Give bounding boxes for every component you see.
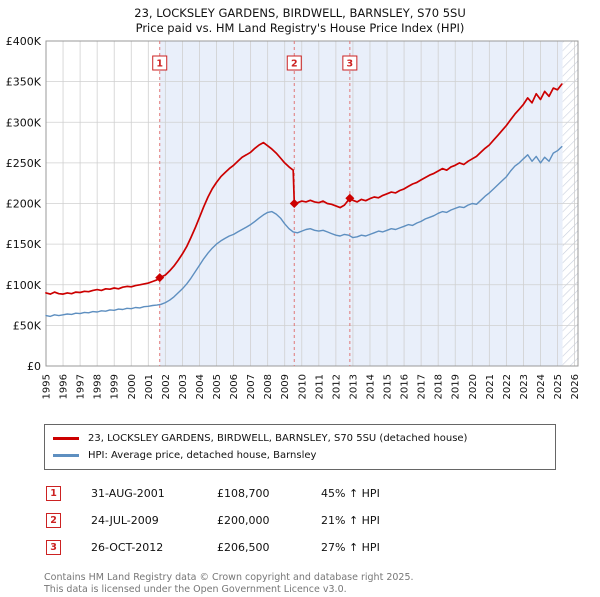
legend-label-property: 23, LOCKSLEY GARDENS, BIRDWELL, BARNSLEY… — [88, 433, 468, 444]
sale-price-3: £206,500 — [217, 541, 270, 554]
sale-date-2: 24-JUL-2009 — [91, 514, 159, 527]
x-tick-label: 1995 — [42, 374, 53, 399]
sale-number-badge-3: 3 — [46, 540, 61, 555]
sale-vs-hpi-3: 27% ↑ HPI — [321, 541, 380, 554]
sale-row-3: 3 26-OCT-2012 £206,500 27% ↑ HPI — [46, 534, 600, 561]
sale-flag-3 — [342, 55, 358, 71]
x-tick-label: 2022 — [502, 374, 513, 399]
sale-date-1: 31-AUG-2001 — [91, 487, 165, 500]
x-tick-label: 2005 — [212, 374, 223, 399]
sale-vs-hpi-2: 21% ↑ HPI — [321, 514, 380, 527]
x-tick-label: 2026 — [570, 374, 581, 399]
x-tick-label: 2015 — [383, 374, 394, 399]
plot-frame — [45, 40, 579, 367]
y-tick-label: £150K — [6, 238, 42, 251]
y-tick-label: £300K — [6, 116, 42, 129]
sale-row-1: 1 31-AUG-2001 £108,700 45% ↑ HPI — [46, 480, 600, 507]
x-tick-label: 2021 — [485, 374, 496, 399]
series-line-property — [45, 83, 563, 295]
y-tick-label: £50K — [13, 319, 42, 332]
sale-marker-2 — [289, 199, 299, 208]
sale-marker-3 — [345, 193, 355, 203]
x-tick-label: 2000 — [127, 374, 138, 399]
x-tick-label: 2019 — [451, 374, 462, 399]
x-tick-label: 1998 — [93, 374, 104, 399]
chart-header: 23, LOCKSLEY GARDENS, BIRDWELL, BARNSLEY… — [0, 0, 600, 36]
sale-vs-hpi-1: 45% ↑ HPI — [321, 487, 380, 500]
y-tick-label: £350K — [6, 76, 42, 89]
sale-marker-1 — [155, 273, 165, 283]
x-tick-label: 2023 — [519, 374, 530, 399]
sale-price-2: £200,000 — [217, 514, 270, 527]
sales-table: 1 31-AUG-2001 £108,700 45% ↑ HPI 2 24-JU… — [46, 480, 600, 561]
legend-row-hpi: HPI: Average price, detached house, Barn… — [53, 447, 547, 464]
x-tick-label: 2004 — [195, 374, 206, 399]
x-tick-label: 2006 — [229, 374, 240, 399]
sale-price-1: £108,700 — [217, 487, 270, 500]
x-tick-label: 2014 — [365, 374, 376, 399]
x-tick-label: 2011 — [314, 374, 325, 399]
sale-flag-label-2: 2 — [291, 59, 298, 70]
price-chart: 1 2 3 £0 £50K £100K £150K £200K £250K £300K £350K £… — [6, 36, 581, 399]
x-tick-label: 2007 — [246, 374, 257, 399]
y-tick-label: £100K — [6, 279, 42, 292]
footer-line1: Contains HM Land Registry data © Crown c… — [44, 572, 414, 583]
sale-flag-label-1: 1 — [156, 59, 163, 70]
legend-label-hpi: HPI: Average price, detached house, Barn… — [88, 450, 317, 461]
x-tick-label: 2017 — [417, 374, 428, 399]
sale-flag-1 — [152, 55, 168, 71]
chart-title-line2: Price paid vs. HM Land Registry's House … — [135, 21, 465, 35]
legend-swatch-property — [53, 437, 79, 440]
x-tick-label: 2025 — [553, 374, 564, 399]
y-tick-label: £200K — [6, 198, 42, 211]
x-tick-label: 1999 — [110, 374, 121, 399]
x-tick-label: 2001 — [144, 374, 155, 399]
x-tick-label: 2013 — [348, 374, 359, 399]
series-line-hpi — [45, 145, 563, 318]
x-tick-label: 2012 — [331, 374, 342, 399]
x-tick-label: 1996 — [59, 374, 70, 399]
y-tick-label: £400K — [6, 36, 42, 48]
y-tick-label: £250K — [6, 157, 42, 170]
chart-title-line1: 23, LOCKSLEY GARDENS, BIRDWELL, BARNSLEY… — [134, 6, 466, 20]
x-tick-label: 2016 — [400, 374, 411, 399]
legend: 23, LOCKSLEY GARDENS, BIRDWELL, BARNSLEY… — [44, 424, 556, 470]
x-tick-label: 2018 — [434, 374, 445, 399]
x-tick-label: 2024 — [536, 374, 547, 399]
x-tick-label: 2009 — [280, 374, 291, 399]
x-tick-label: 2003 — [178, 374, 189, 399]
footer: Contains HM Land Registry data © Crown c… — [44, 572, 600, 597]
y-tick-label: £0 — [27, 360, 41, 373]
legend-swatch-hpi — [53, 454, 79, 457]
x-tick-label: 1997 — [76, 374, 87, 399]
x-tick-label: 2002 — [161, 374, 172, 399]
x-tick-label: 2020 — [468, 374, 479, 399]
x-tick-label: 2008 — [263, 374, 274, 399]
sale-flag-2 — [286, 55, 302, 71]
sale-date-3: 26-OCT-2012 — [91, 541, 164, 554]
sale-number-badge-2: 2 — [46, 513, 61, 528]
footer-line2: This data is licensed under the Open Gov… — [44, 584, 347, 596]
legend-row-property: 23, LOCKSLEY GARDENS, BIRDWELL, BARNSLEY… — [53, 430, 547, 447]
x-tick-label: 2010 — [297, 374, 308, 399]
sale-number-badge-1: 1 — [46, 486, 61, 501]
sale-row-2: 2 24-JUL-2009 £200,000 21% ↑ HPI — [46, 507, 600, 534]
sale-flag-label-3: 3 — [347, 59, 354, 70]
